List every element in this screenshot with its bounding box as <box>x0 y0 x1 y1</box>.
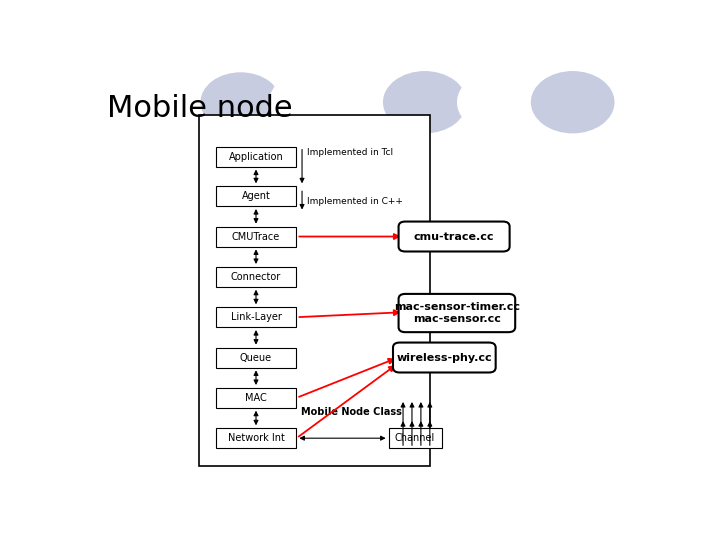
Text: wireless-phy.cc: wireless-phy.cc <box>397 353 492 362</box>
FancyBboxPatch shape <box>215 428 297 448</box>
FancyBboxPatch shape <box>215 147 297 167</box>
FancyBboxPatch shape <box>215 227 297 246</box>
FancyBboxPatch shape <box>389 428 441 448</box>
FancyBboxPatch shape <box>215 388 297 408</box>
Text: Mobile Node Class: Mobile Node Class <box>301 407 402 417</box>
Text: Network Int: Network Int <box>228 433 284 443</box>
Circle shape <box>458 71 542 133</box>
FancyBboxPatch shape <box>199 114 431 466</box>
Text: Implemented in Tcl: Implemented in Tcl <box>307 148 392 158</box>
Text: Agent: Agent <box>242 191 271 201</box>
Text: Application: Application <box>229 152 284 161</box>
Text: mac-sensor-timer.cc
mac-sensor.cc: mac-sensor-timer.cc mac-sensor.cc <box>394 302 520 324</box>
Text: Channel: Channel <box>395 433 435 443</box>
Text: Link-Layer: Link-Layer <box>230 312 282 322</box>
Circle shape <box>531 71 615 133</box>
FancyBboxPatch shape <box>215 348 297 368</box>
FancyBboxPatch shape <box>399 294 516 332</box>
Circle shape <box>200 72 281 132</box>
Text: Implemented in C++: Implemented in C++ <box>307 197 402 206</box>
FancyBboxPatch shape <box>215 267 297 287</box>
FancyBboxPatch shape <box>399 221 510 252</box>
Text: Mobile node: Mobile node <box>107 94 292 123</box>
Circle shape <box>383 71 467 133</box>
Text: Connector: Connector <box>231 272 281 282</box>
Text: MAC: MAC <box>245 393 267 403</box>
Text: CMUTrace: CMUTrace <box>232 232 280 241</box>
Circle shape <box>270 72 351 132</box>
FancyBboxPatch shape <box>215 307 297 327</box>
Text: cmu-trace.cc: cmu-trace.cc <box>414 232 495 241</box>
Text: Queue: Queue <box>240 353 272 362</box>
FancyBboxPatch shape <box>215 186 297 206</box>
FancyBboxPatch shape <box>393 342 495 373</box>
